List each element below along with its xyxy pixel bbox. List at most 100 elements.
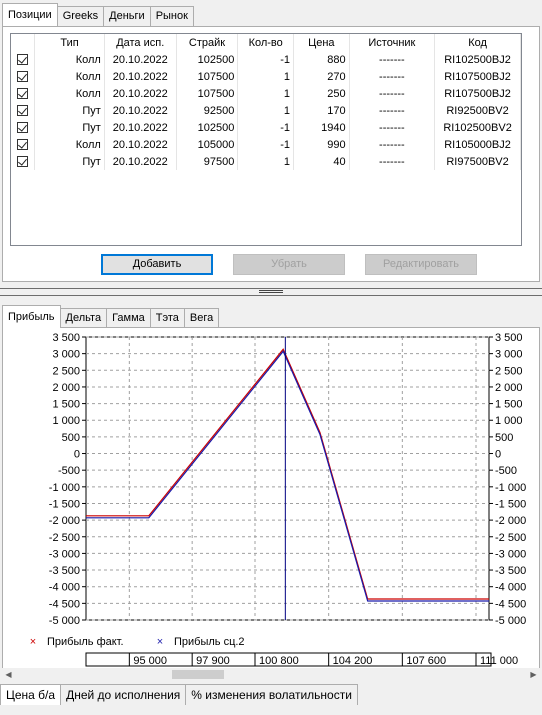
cell-type: Пут <box>34 119 105 136</box>
table-row[interactable]: Колл 20.10.2022 107500 1 250 ------- RI107500B… <box>11 85 521 102</box>
positions-panel: Тип Дата исп. Страйк Кол-во Цена Источни… <box>2 26 540 282</box>
column-header-source[interactable]: Источник <box>349 34 436 51</box>
checkmark-icon[interactable] <box>17 71 29 83</box>
checkmark-icon[interactable] <box>17 156 29 168</box>
table-row[interactable]: Колл 20.10.2022 102500 -1 880 ------- RI102500… <box>11 51 521 68</box>
cell-date: 20.10.2022 <box>104 85 177 102</box>
tab-market[interactable]: Рынок <box>149 6 194 26</box>
x-tick-label: 95 000 <box>133 655 167 667</box>
cell-qty: -1 <box>237 119 294 136</box>
series-line-2 <box>86 350 489 602</box>
table-row[interactable]: Колл 20.10.2022 107500 1 270 ------- RI107500B… <box>11 68 521 85</box>
checkmark-icon[interactable] <box>17 54 29 66</box>
cell-price: 880 <box>293 51 350 68</box>
table-row[interactable]: Пут 20.10.2022 97500 1 40 ------- RI97500BV2 <box>11 153 521 170</box>
tab-underlying-price[interactable]: Цена б/а <box>0 684 62 705</box>
column-header-date[interactable]: Дата исп. <box>104 34 177 51</box>
checkmark-icon[interactable] <box>17 122 29 134</box>
cell-date: 20.10.2022 <box>104 51 177 68</box>
table-row[interactable]: Пут 20.10.2022 102500 -1 1940 ------- RI102500… <box>11 119 521 136</box>
column-header-price[interactable]: Цена <box>293 34 350 51</box>
row-checkbox[interactable] <box>11 153 36 170</box>
row-checkbox[interactable] <box>11 102 36 119</box>
y-tick-label-right: 3 000 <box>495 349 523 361</box>
arrow-left-icon[interactable]: ◀ <box>5 670 12 679</box>
tab-gamma[interactable]: Гамма <box>106 308 151 328</box>
x-axis-ruler <box>85 652 492 667</box>
y-tick-label-right: 1 500 <box>495 399 523 411</box>
series-line-1 <box>86 348 489 600</box>
cell-code: RI92500BV2 <box>434 102 521 119</box>
cell-type: Колл <box>34 136 105 153</box>
y-tick-label-right: -4 000 <box>495 582 526 594</box>
cell-source: ------- <box>349 85 436 102</box>
chart-panel: 3 500 3 500 3 000 3 000 2 500 2 500 2 000 2 000… <box>2 327 540 681</box>
y-tick-label-right: 0 <box>495 449 501 461</box>
y-tick-label-left: 3 000 <box>52 349 80 361</box>
tab-profit[interactable]: Прибыль <box>2 305 61 328</box>
checkmark-icon[interactable] <box>17 88 29 100</box>
cell-source: ------- <box>349 153 436 170</box>
y-tick-label-right: 3 500 <box>495 332 523 344</box>
tab-days-to-expiry[interactable]: Дней до исполнения <box>60 684 187 705</box>
edit-button[interactable]: Редактировать <box>365 254 477 275</box>
checkmark-icon[interactable] <box>17 105 29 117</box>
column-header-strike[interactable]: Страйк <box>176 34 239 51</box>
cell-date: 20.10.2022 <box>104 68 177 85</box>
table-row[interactable]: Пут 20.10.2022 92500 1 170 ------- RI92500BV2 <box>11 102 521 119</box>
row-checkbox[interactable] <box>11 136 36 153</box>
cell-code: RI102500BJ2 <box>434 51 521 68</box>
profit-chart[interactable]: 3 500 3 500 3 000 3 000 2 500 2 500 2 000 2 000… <box>3 328 539 668</box>
table-row[interactable]: Колл 20.10.2022 105000 -1 990 ------- RI105000… <box>11 136 521 153</box>
cell-date: 20.10.2022 <box>104 136 177 153</box>
tab-money[interactable]: Деньги <box>103 6 151 26</box>
y-tick-label-right: -5 000 <box>495 615 526 627</box>
cell-source: ------- <box>349 119 436 136</box>
cell-strike: 107500 <box>176 68 239 85</box>
cell-date: 20.10.2022 <box>104 153 177 170</box>
arrow-right-icon[interactable]: ▶ <box>530 670 537 679</box>
column-header-qty[interactable]: Кол-во <box>237 34 294 51</box>
tab-volatility-change[interactable]: % изменения волатильности <box>185 684 358 705</box>
cell-date: 20.10.2022 <box>104 102 177 119</box>
tab-greeks[interactable]: Greeks <box>56 6 105 26</box>
y-tick-label-left: -4 000 <box>49 582 80 594</box>
row-checkbox[interactable] <box>11 85 36 102</box>
positions-grid[interactable]: Тип Дата исп. Страйк Кол-во Цена Источни… <box>10 33 522 246</box>
y-tick-label-left: -3 000 <box>49 548 80 560</box>
y-tick-label-left: 2 500 <box>52 365 80 377</box>
panel-splitter[interactable] <box>0 288 542 296</box>
tab-theta[interactable]: Тэта <box>149 308 185 328</box>
tab-vega[interactable]: Вега <box>183 308 220 328</box>
y-tick-label-right: -1 500 <box>495 498 526 510</box>
cell-type: Колл <box>34 85 105 102</box>
cell-strike: 102500 <box>176 51 239 68</box>
y-tick-label-left: 1 500 <box>52 399 80 411</box>
cell-price: 250 <box>293 85 350 102</box>
cell-price: 270 <box>293 68 350 85</box>
column-header-check <box>11 34 36 51</box>
plot-area <box>85 336 490 621</box>
row-checkbox[interactable] <box>11 119 36 136</box>
cell-type: Пут <box>34 102 105 119</box>
cell-qty: -1 <box>237 136 294 153</box>
checkmark-icon[interactable] <box>17 139 29 151</box>
tab-positions[interactable]: Позиции <box>2 3 58 26</box>
chart-scrollbar[interactable]: ◀ ▶ <box>2 668 540 681</box>
remove-button[interactable]: Убрать <box>233 254 345 275</box>
column-header-code[interactable]: Код <box>434 34 521 51</box>
column-header-type[interactable]: Тип <box>34 34 105 51</box>
row-checkbox[interactable] <box>11 51 36 68</box>
y-tick-label-left: 500 <box>62 432 80 444</box>
add-button[interactable]: Добавить <box>101 254 213 275</box>
cell-qty: 1 <box>237 68 294 85</box>
cell-qty: -1 <box>237 51 294 68</box>
tab-delta[interactable]: Дельта <box>59 308 108 328</box>
cell-strike: 92500 <box>176 102 239 119</box>
row-checkbox[interactable] <box>11 68 36 85</box>
scrollbar-thumb[interactable] <box>172 670 224 679</box>
y-tick-label-right: 2 000 <box>495 382 523 394</box>
y-tick-label-left: 1 000 <box>52 415 80 427</box>
legend-marker-x-icon: × <box>157 636 163 648</box>
cell-strike: 102500 <box>176 119 239 136</box>
